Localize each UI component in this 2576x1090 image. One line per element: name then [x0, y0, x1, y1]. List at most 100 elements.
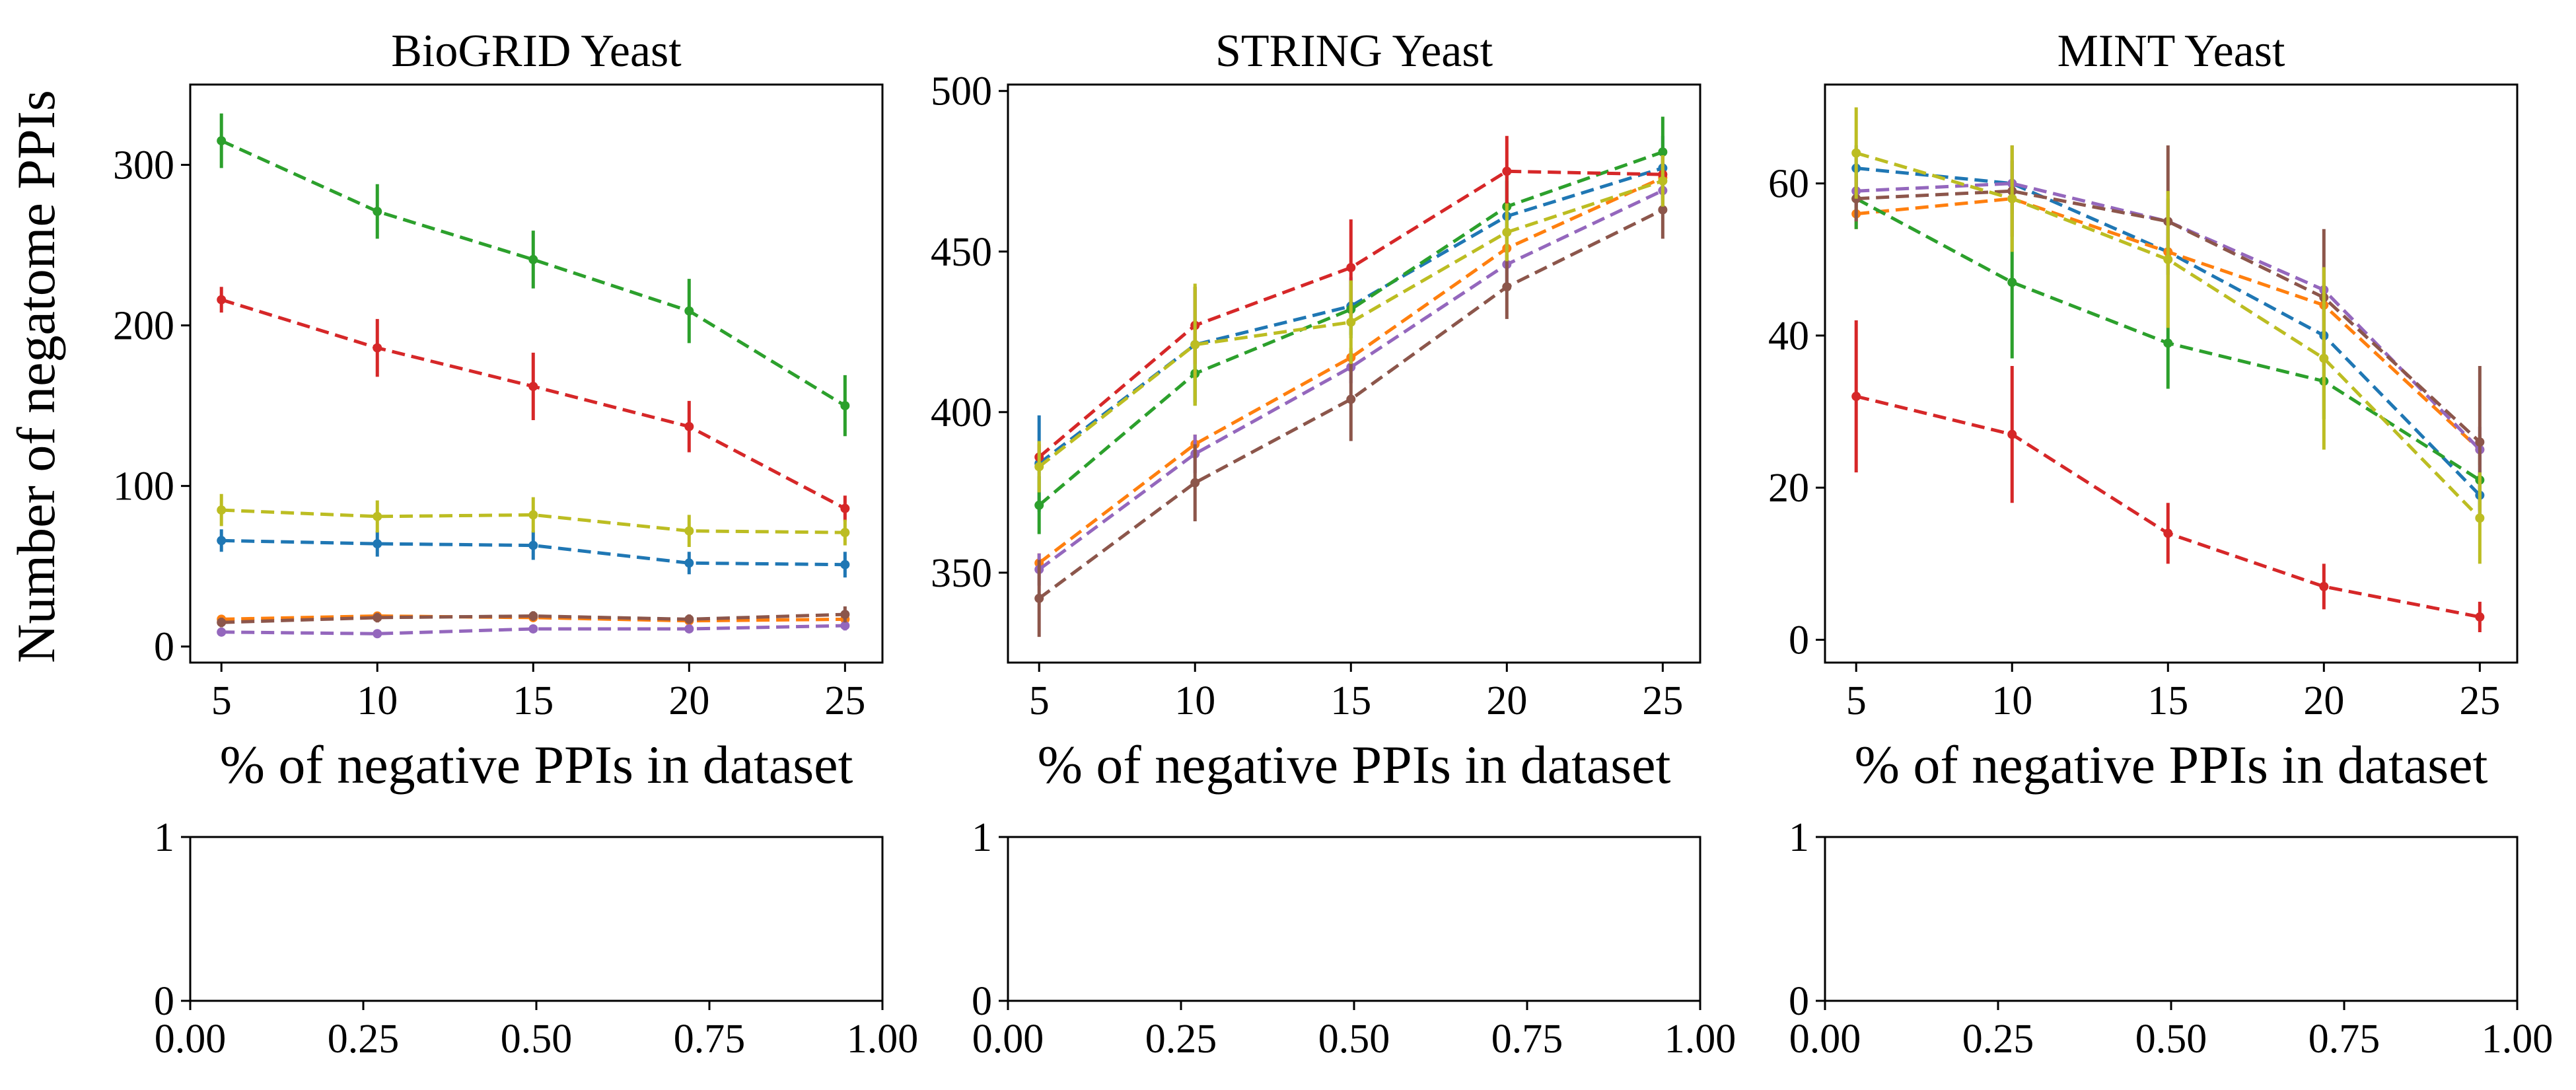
axes-frame [1007, 83, 1701, 664]
series-line [1856, 189, 2482, 443]
y-tick-label: 450 [931, 230, 992, 275]
series-line [1038, 189, 1664, 571]
x-tick-label: 20 [668, 678, 709, 723]
data-point [2163, 254, 2173, 264]
data-point [373, 343, 382, 353]
data-point [1851, 392, 1861, 402]
data-point [1502, 282, 1512, 292]
data-point [217, 536, 227, 546]
series-7 [1851, 107, 2485, 564]
data-point [840, 621, 850, 631]
x-tick-label: 0.50 [1318, 1017, 1390, 1062]
x-tick-label: 20 [1486, 678, 1527, 723]
axes-frame [1824, 836, 2519, 1002]
x-tick-label: 0.25 [1962, 1017, 2034, 1062]
chart-title: STRING Yeast [1215, 26, 1493, 77]
data-point [217, 136, 227, 146]
x-tick-label: 0.75 [2308, 1017, 2380, 1062]
y-tick-label: 300 [113, 143, 174, 188]
series-line [1038, 179, 1664, 468]
data-point [1034, 593, 1044, 603]
series-line [1038, 176, 1664, 565]
series-line [1038, 166, 1664, 465]
axes-frame [1007, 836, 1701, 1002]
x-tick-label: 5 [1029, 678, 1050, 723]
data-point [1502, 227, 1512, 237]
data-point [2007, 194, 2017, 203]
series-3 [217, 113, 850, 437]
y-tick-label: 1 [154, 815, 174, 860]
data-point [1658, 176, 1668, 186]
data-point [1034, 500, 1044, 510]
x-tick-label: 10 [1174, 678, 1215, 723]
x-tick-label: 0.25 [1145, 1017, 1217, 1062]
series-line [221, 614, 845, 623]
data-point [1658, 205, 1668, 215]
y-tick-label: 500 [931, 69, 992, 114]
series-line [221, 612, 845, 624]
x-tick-label: 10 [1991, 678, 2032, 723]
axes-frame [189, 836, 884, 1002]
x-tick-label: 0.75 [1491, 1017, 1563, 1062]
subplot-2: STRING Yeast 5 10 15 20 25 350 400 450 500 % of ne… [931, 26, 1701, 795]
x-tick-label: 5 [211, 678, 232, 723]
series-5 [217, 620, 850, 639]
y-tick-label: 0 [154, 979, 174, 1024]
data-point [840, 560, 850, 569]
x-tick-label: 15 [2147, 678, 2188, 723]
x-axis-label: % of negative PPIs in dataset [1855, 735, 2488, 795]
data-point [2163, 528, 2173, 538]
series-line [1038, 150, 1664, 507]
x-tick-label: 0.50 [2135, 1017, 2207, 1062]
data-point [217, 295, 227, 305]
data-point [2319, 353, 2329, 363]
data-point [373, 629, 382, 639]
chart-title: MINT Yeast [2057, 26, 2285, 77]
subplot-1: BioGRID Yeast 5 10 15 20 25 0 100 200 300 % of neg… [113, 26, 884, 795]
y-tick-label: 100 [113, 464, 174, 509]
data-point [684, 558, 694, 568]
data-point [684, 614, 694, 624]
data-point [684, 624, 694, 634]
data-point [217, 618, 227, 628]
x-axis-label: % of negative PPIs in dataset [1038, 735, 1671, 795]
subplot-4: 0.00 0.25 0.50 0.75 1.00 0 1 [154, 815, 918, 1062]
series-line [1856, 182, 2482, 451]
data-point [1034, 462, 1044, 472]
y-tick-label: 60 [1768, 162, 1809, 207]
data-point [2163, 338, 2173, 348]
x-tick-label: 15 [1330, 678, 1371, 723]
data-point [373, 207, 382, 217]
series-line [221, 538, 845, 567]
data-point [2475, 437, 2485, 447]
data-point [373, 539, 382, 549]
data-point [528, 540, 538, 550]
x-tick-label: 0.00 [1789, 1017, 1861, 1062]
subplot-3: MINT Yeast 5 10 15 20 25 0 20 40 60 % of negative … [1768, 26, 2519, 795]
y-tick-label: 350 [931, 551, 992, 596]
data-point [840, 610, 850, 620]
data-point [684, 421, 694, 431]
y-tick-label: 40 [1768, 314, 1809, 359]
y-tick-label: 0 [1789, 618, 1809, 663]
data-point [217, 505, 227, 515]
data-point [840, 528, 850, 538]
y-tick-label: 0 [1789, 979, 1809, 1024]
series-7 [217, 493, 850, 547]
figure-y-axis-label: Number of negatome PPIs [6, 90, 66, 663]
data-point [840, 401, 850, 411]
data-point [2319, 581, 2329, 591]
series-line [1038, 169, 1663, 458]
data-point [528, 254, 538, 264]
series-6 [1034, 180, 1668, 637]
x-tick-label: 10 [357, 678, 398, 723]
data-point [528, 611, 538, 621]
data-point [528, 381, 538, 391]
data-point [2007, 429, 2017, 439]
x-tick-label: 15 [513, 678, 554, 723]
data-point [1346, 317, 1356, 327]
y-tick-label: 20 [1768, 466, 1809, 511]
x-tick-label: 0.50 [501, 1017, 573, 1062]
